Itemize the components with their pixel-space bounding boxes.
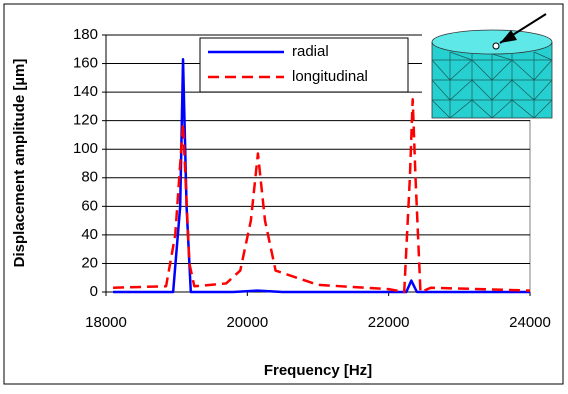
- x-tick-label: 20000: [226, 314, 268, 331]
- x-tick-label: 18000: [85, 314, 127, 331]
- x-tick-label: 24000: [509, 314, 551, 331]
- y-tick-label: 100: [73, 140, 98, 157]
- x-tick-label: 22000: [368, 314, 410, 331]
- y-tick-label: 120: [73, 112, 98, 129]
- y-tick-label: 60: [81, 197, 98, 214]
- legend-label: longitudinal: [292, 68, 368, 85]
- y-tick-label: 40: [81, 226, 98, 243]
- legend-label: radial: [292, 43, 329, 60]
- y-axis-label: Displacement amplitude [µm]: [11, 59, 28, 268]
- x-axis-label: Frequency [Hz]: [264, 362, 372, 379]
- y-tick-label: 20: [81, 254, 98, 271]
- y-tick-label: 180: [73, 26, 98, 43]
- y-tick-label: 80: [81, 169, 98, 186]
- inset-image: [422, 12, 558, 120]
- y-tick-label: 160: [73, 55, 98, 72]
- chart: 0 20 40 60 80 100 120 140 160 180 18000 20000 22000 2…: [0, 0, 568, 389]
- y-tick-label: 140: [73, 83, 98, 100]
- y-tick-label: 0: [90, 283, 98, 300]
